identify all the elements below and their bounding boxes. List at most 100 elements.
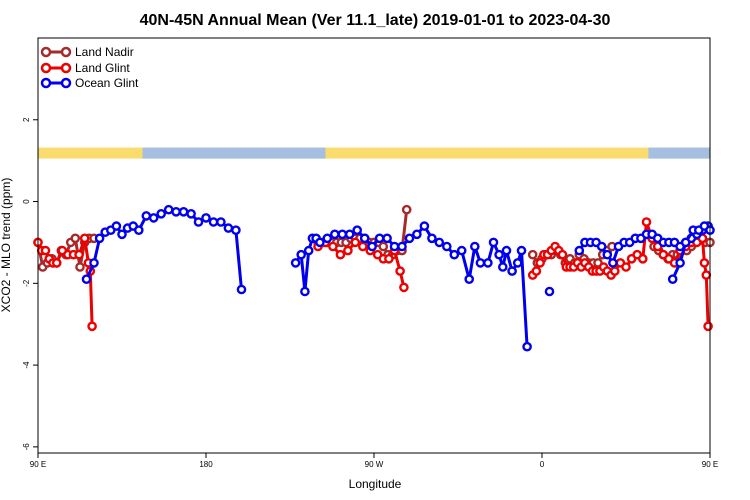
x-tick-label: 0 <box>540 460 545 469</box>
data-point-land-glint <box>40 245 51 256</box>
legend-marker-land-glint <box>60 62 72 74</box>
data-point-ocean-glint <box>456 245 467 256</box>
legend-marker-ocean-glint <box>60 77 72 89</box>
data-point-ocean-glint <box>148 213 159 223</box>
y-axis-label: XCO2 - MLO trend (ppm) <box>0 178 13 313</box>
data-point-ocean-glint <box>469 241 480 252</box>
data-point-ocean-glint <box>156 208 166 219</box>
y-tick-label: -4 <box>22 361 31 369</box>
data-point-ocean-glint <box>300 286 310 297</box>
data-point-land-glint <box>350 237 361 248</box>
data-point-ocean-glint <box>667 274 678 285</box>
legend-label-ocean-glint: Ocean Glint <box>75 76 139 90</box>
ocean-strip-segment <box>142 147 326 159</box>
legend-marker-land-nadir <box>40 46 52 58</box>
data-point-ocean-glint <box>475 258 486 268</box>
data-point-ocean-glint <box>163 204 174 215</box>
data-point-ocean-glint <box>501 245 512 256</box>
data-point-ocean-glint <box>494 249 504 260</box>
data-point-ocean-glint <box>231 225 241 235</box>
data-point-land-nadir <box>75 262 85 272</box>
data-point-ocean-glint <box>141 211 152 221</box>
data-point-ocean-glint <box>608 258 618 268</box>
x-tick-label: 180 <box>199 460 213 469</box>
data-point-ocean-glint <box>322 233 333 244</box>
data-point-ocean-glint <box>512 258 523 268</box>
legend-label-land-nadir: Land Nadir <box>75 45 134 59</box>
data-point-ocean-glint <box>483 258 493 268</box>
data-point-ocean-glint <box>315 237 325 248</box>
data-point-ocean-glint <box>522 341 532 352</box>
data-point-ocean-glint <box>201 213 211 223</box>
land-ocean-strip <box>38 147 710 159</box>
data-point-land-glint <box>699 258 710 268</box>
data-point-ocean-glint <box>516 245 527 256</box>
x-tick-label: 90 W <box>365 460 384 469</box>
ocean-strip-segment <box>648 147 710 159</box>
data-point-land-glint <box>535 258 545 268</box>
data-point-ocean-glint <box>111 221 122 231</box>
data-point-ocean-glint <box>193 217 204 227</box>
x-tick-label: 90 E <box>30 460 46 469</box>
data-point-ocean-glint <box>117 229 127 240</box>
data-point-ocean-glint <box>507 266 517 276</box>
data-point-ocean-glint <box>186 208 196 219</box>
data-point-ocean-glint <box>344 229 355 240</box>
data-point-land-glint <box>328 241 338 252</box>
data-point-ocean-glint <box>81 274 92 285</box>
plot-series <box>33 204 715 352</box>
data-point-ocean-glint <box>208 217 219 227</box>
data-point-land-glint <box>335 249 346 260</box>
data-point-ocean-glint <box>296 249 307 260</box>
data-point-ocean-glint <box>329 229 340 240</box>
data-point-ocean-glint <box>133 225 144 235</box>
data-point-ocean-glint <box>290 258 301 268</box>
legend-label-land-glint: Land Glint <box>75 61 130 75</box>
data-point-land-glint <box>79 233 90 244</box>
data-point-ocean-glint <box>382 233 392 244</box>
data-point-land-glint <box>357 241 368 252</box>
data-point-land-nadir <box>70 233 81 244</box>
data-point-ocean-glint <box>337 229 348 240</box>
data-point-ocean-glint <box>434 237 445 248</box>
data-point-ocean-glint <box>178 206 189 217</box>
data-point-ocean-glint <box>497 262 508 272</box>
data-point-ocean-glint <box>419 221 430 231</box>
data-point-land-glint <box>638 253 648 264</box>
data-point-land-glint <box>641 217 652 227</box>
data-point-ocean-glint <box>675 258 685 268</box>
data-point-land-glint <box>384 253 394 264</box>
data-point-land-glint <box>531 266 542 276</box>
land-strip <box>38 147 710 159</box>
y-tick-label: -2 <box>22 279 31 287</box>
x-tick-label: 90 E <box>702 460 718 469</box>
data-point-ocean-glint <box>216 217 226 227</box>
chart-title: 40N-45N Annual Mean (Ver 11.1_late) 2019… <box>140 12 611 29</box>
data-point-ocean-glint <box>397 241 407 252</box>
data-point-ocean-glint <box>374 233 385 244</box>
data-point-ocean-glint <box>94 233 105 244</box>
data-point-ocean-glint <box>89 258 99 268</box>
data-point-ocean-glint <box>596 241 607 252</box>
y-tick-label: 2 <box>22 117 31 122</box>
data-point-ocean-glint <box>223 223 234 233</box>
y-axis-ticks: 2 0 -2 -4 -6 <box>22 117 38 450</box>
data-point-land-glint <box>557 249 568 260</box>
data-point-land-glint <box>74 249 84 260</box>
legend: Land Nadir Land Glint Ocean Glint <box>40 45 139 90</box>
data-point-land-glint <box>610 266 620 276</box>
data-point-land-glint <box>51 258 62 268</box>
data-point-ocean-glint <box>680 237 691 248</box>
data-point-ocean-glint <box>171 206 181 217</box>
x-axis-ticks: 90 E 180 90 W 0 90 E <box>30 453 718 469</box>
data-point-ocean-glint <box>389 241 400 252</box>
data-point-ocean-glint <box>367 241 377 252</box>
data-point-ocean-glint <box>574 245 585 256</box>
data-point-ocean-glint <box>303 245 314 256</box>
data-point-land-glint <box>703 321 713 332</box>
legend-marker-land-glint <box>40 62 52 74</box>
data-point-ocean-glint <box>352 225 363 235</box>
data-point-ocean-glint <box>412 229 422 240</box>
data-point-ocean-glint <box>449 249 460 260</box>
